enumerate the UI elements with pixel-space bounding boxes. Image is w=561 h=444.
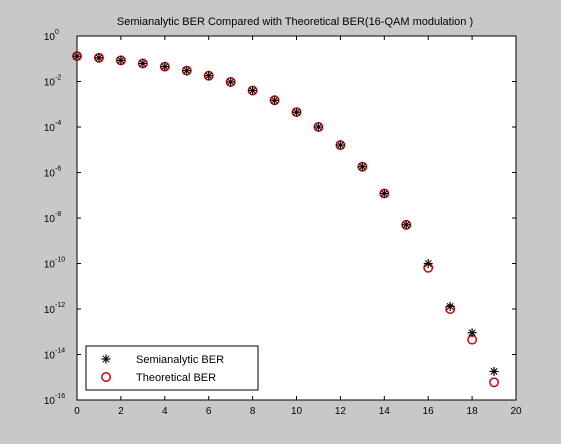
semianalytic-ber-point bbox=[116, 55, 126, 65]
x-tick-label: 18 bbox=[467, 406, 479, 417]
y-tick-label-exponent: -10 bbox=[55, 257, 65, 264]
y-tick-label-exponent: -4 bbox=[55, 120, 61, 127]
y-tick-label-base: 10 bbox=[44, 260, 56, 271]
semianalytic-ber-point bbox=[401, 220, 411, 230]
y-tick-label-exponent: -6 bbox=[55, 166, 61, 173]
legend-box bbox=[85, 345, 259, 391]
semianalytic-ber-point bbox=[489, 366, 499, 376]
semianalytic-ber-point bbox=[357, 162, 367, 172]
semianalytic-ber-point bbox=[160, 62, 170, 72]
legend: Semianalytic BER Theoretical BER bbox=[85, 345, 259, 391]
plot-area bbox=[76, 35, 517, 401]
x-tick-label: 4 bbox=[162, 406, 168, 417]
y-tick-label: 10 bbox=[44, 123, 56, 134]
semianalytic-ber-point bbox=[379, 188, 389, 198]
semianalytic-ber-point bbox=[335, 140, 345, 150]
y-tick-label: 10 bbox=[44, 351, 56, 362]
semianalytic-ber-point bbox=[467, 328, 477, 338]
legend-star-marker bbox=[101, 354, 111, 364]
y-tick-label-base: 10 bbox=[44, 305, 56, 316]
y-tick-label-base: 10 bbox=[44, 78, 56, 89]
y-tick-label: 10 bbox=[44, 169, 56, 180]
x-tick-label: 2 bbox=[118, 406, 124, 417]
x-tick-label: 20 bbox=[510, 406, 522, 417]
y-tick-label-exponent: -14 bbox=[55, 348, 65, 355]
semianalytic-ber-point bbox=[182, 66, 192, 76]
semianalytic-ber-point bbox=[248, 86, 258, 96]
y-tick-label-base: 10 bbox=[44, 123, 56, 134]
theoretical-ber-point bbox=[489, 377, 499, 388]
semianalytic-ber-point bbox=[138, 58, 148, 68]
y-tick-label-exponent: -2 bbox=[55, 75, 61, 82]
semianalytic-ber-point bbox=[423, 259, 433, 268]
chart-title: Semianalytic BER Compared with Theoretic… bbox=[117, 16, 473, 28]
x-tick-label: 16 bbox=[423, 406, 435, 417]
x-tick-label: 14 bbox=[379, 406, 391, 417]
x-tick-label: 6 bbox=[206, 406, 212, 417]
y-tick-label: 10 bbox=[44, 214, 56, 225]
x-tick-label: 12 bbox=[335, 406, 347, 417]
x-tick-label: 8 bbox=[250, 406, 256, 417]
y-tick-label-exponent: -12 bbox=[55, 302, 65, 309]
semianalytic-ber-point bbox=[72, 51, 82, 61]
semianalytic-ber-point bbox=[270, 95, 280, 105]
series-layer bbox=[72, 51, 499, 388]
semianalytic-ber-point bbox=[94, 53, 104, 63]
x-tick-label: 0 bbox=[74, 406, 80, 417]
y-tick-label: 10 bbox=[44, 305, 56, 316]
y-tick-label: 10 bbox=[44, 396, 56, 407]
y-tick-label-base: 10 bbox=[44, 351, 56, 362]
y-tick-label-base: 10 bbox=[44, 169, 56, 180]
y-tick-label-exponent: -8 bbox=[55, 211, 61, 218]
semianalytic-ber-point bbox=[445, 301, 455, 311]
x-tick-label: 10 bbox=[291, 406, 303, 417]
series-star bbox=[72, 51, 499, 376]
x-axis: 0 2 4 6 8 10 12 14 16 18 20 bbox=[74, 36, 522, 417]
legend-label: Semianalytic BER bbox=[136, 354, 224, 366]
legend-label: Theoretical BER bbox=[136, 372, 216, 384]
y-tick-label: 10 bbox=[44, 78, 56, 89]
y-tick-label-base: 10 bbox=[44, 32, 56, 43]
y-tick-label-exponent: -16 bbox=[55, 393, 65, 400]
semianalytic-ber-point bbox=[226, 77, 236, 87]
y-tick-label-base: 10 bbox=[44, 396, 56, 407]
y-tick-label-base: 10 bbox=[44, 214, 56, 225]
y-tick-label: 10 bbox=[44, 32, 56, 43]
y-tick-label-exponent: 0 bbox=[55, 29, 59, 36]
semianalytic-ber-point bbox=[292, 107, 301, 117]
semianalytic-ber-point bbox=[313, 122, 323, 132]
legend-circle-marker bbox=[101, 372, 111, 382]
y-tick-label: 10 bbox=[44, 260, 56, 271]
semianalytic-ber-point bbox=[204, 71, 214, 81]
